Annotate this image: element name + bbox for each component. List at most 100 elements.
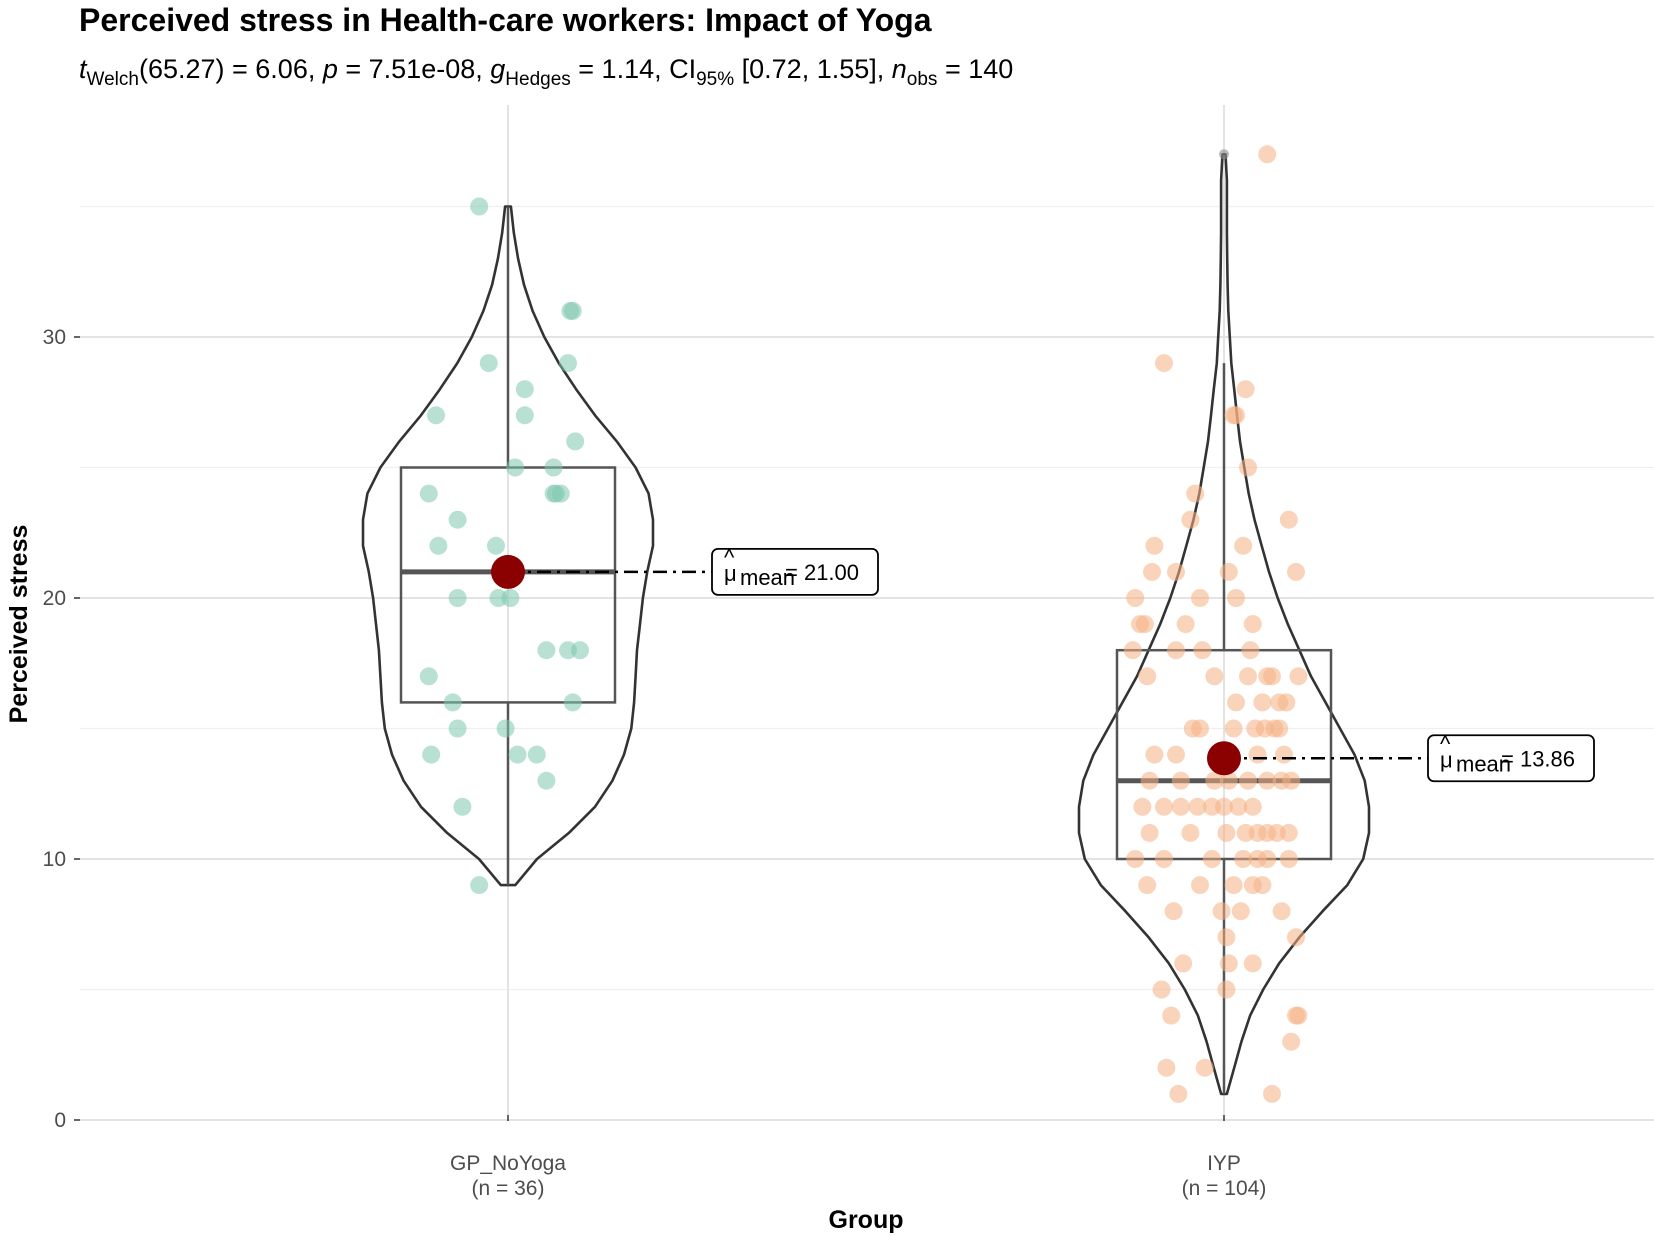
subtitle-g-value: = 1.14, CI bbox=[571, 54, 696, 84]
data-point bbox=[1279, 850, 1298, 868]
x-tick-count-label: (n = 36) bbox=[472, 1177, 545, 1200]
data-point bbox=[1253, 693, 1272, 712]
data-point bbox=[1219, 562, 1238, 581]
data-point bbox=[1234, 850, 1253, 868]
data-point bbox=[448, 510, 467, 529]
data-point bbox=[1195, 1058, 1214, 1077]
data-point bbox=[1263, 1084, 1281, 1103]
data-point bbox=[1176, 615, 1195, 634]
y-tick-label: 0 bbox=[54, 1109, 66, 1132]
data-point bbox=[1169, 1084, 1188, 1103]
data-point bbox=[1174, 954, 1193, 973]
x-tick-count-label: (n = 104) bbox=[1182, 1177, 1267, 1200]
data-point bbox=[448, 589, 467, 607]
data-point bbox=[1243, 954, 1262, 973]
data-point bbox=[1239, 771, 1257, 790]
data-point bbox=[1193, 641, 1212, 660]
data-point bbox=[1224, 719, 1243, 738]
data-point bbox=[427, 406, 445, 425]
data-point bbox=[1167, 745, 1185, 764]
x-tick-label: IYP bbox=[1207, 1152, 1241, 1175]
mean-point bbox=[1207, 741, 1241, 776]
data-point bbox=[479, 354, 498, 373]
data-point bbox=[561, 301, 580, 320]
subtitle-t-symbol: t bbox=[79, 54, 88, 84]
y-axis-title: Perceived stress bbox=[5, 525, 33, 724]
data-point bbox=[1282, 1032, 1301, 1051]
mean-hat-symbol: ^ bbox=[1440, 731, 1451, 756]
mean-label-box bbox=[711, 548, 879, 596]
data-point bbox=[1123, 641, 1142, 660]
subtitle-ci-value: [0.72, 1.55], bbox=[734, 54, 892, 84]
data-point bbox=[1243, 797, 1262, 816]
data-point bbox=[1145, 745, 1164, 764]
data-point bbox=[1239, 667, 1257, 686]
mean-subscript: mean bbox=[1456, 751, 1511, 776]
subtitle-t-sub: Welch bbox=[87, 69, 139, 90]
data-point bbox=[506, 458, 525, 477]
data-point bbox=[537, 771, 556, 790]
data-point bbox=[487, 536, 505, 555]
data-point bbox=[1212, 902, 1231, 921]
data-point bbox=[566, 432, 585, 451]
data-point bbox=[1287, 562, 1305, 581]
x-tick-label: GP_NoYoga bbox=[450, 1152, 566, 1175]
data-point bbox=[1155, 354, 1173, 373]
data-point bbox=[1133, 797, 1152, 816]
outlier-point bbox=[1219, 149, 1229, 160]
data-point bbox=[1253, 876, 1272, 895]
data-point bbox=[1243, 615, 1262, 634]
x-axis-title: Group bbox=[829, 1206, 904, 1234]
data-point bbox=[1181, 510, 1200, 529]
data-point bbox=[1205, 771, 1224, 790]
data-point bbox=[1203, 850, 1221, 868]
data-point bbox=[1167, 641, 1185, 660]
data-point bbox=[1138, 876, 1157, 895]
data-point bbox=[1140, 823, 1159, 842]
data-point bbox=[1155, 850, 1173, 868]
data-point bbox=[1239, 458, 1257, 477]
data-point bbox=[1171, 771, 1190, 790]
data-point bbox=[1289, 1006, 1308, 1025]
data-point bbox=[419, 667, 438, 686]
data-point bbox=[1181, 823, 1200, 842]
data-point bbox=[1191, 589, 1209, 607]
data-point bbox=[1258, 145, 1277, 164]
data-point bbox=[515, 380, 534, 399]
y-tick-label: 20 bbox=[43, 587, 66, 610]
data-point bbox=[1152, 980, 1171, 999]
data-point bbox=[544, 458, 563, 477]
subtitle-t-value: (65.27) = 6.06, bbox=[139, 54, 323, 84]
data-point bbox=[1258, 850, 1277, 868]
data-point bbox=[563, 693, 582, 712]
data-point bbox=[422, 745, 441, 764]
data-point bbox=[1191, 719, 1209, 738]
data-point bbox=[1215, 797, 1233, 816]
subtitle-p-value: = 7.51e-08, bbox=[338, 54, 490, 84]
data-point bbox=[1263, 667, 1281, 686]
mean-mu-symbol: μ bbox=[724, 561, 737, 586]
data-point bbox=[1227, 693, 1245, 712]
data-point bbox=[1155, 797, 1173, 816]
subtitle-n-symbol: n bbox=[892, 54, 907, 84]
data-point bbox=[515, 406, 534, 425]
data-point bbox=[1191, 876, 1209, 895]
data-point bbox=[453, 797, 472, 816]
data-point bbox=[443, 693, 462, 712]
y-tick-label: 10 bbox=[43, 848, 66, 871]
data-point bbox=[1248, 745, 1267, 764]
subtitle-g-symbol: g bbox=[490, 54, 505, 84]
data-point bbox=[1171, 797, 1190, 816]
data-point bbox=[1205, 667, 1224, 686]
data-point bbox=[496, 719, 515, 738]
mean-subscript: mean bbox=[740, 565, 795, 590]
data-point bbox=[1258, 771, 1277, 790]
data-point bbox=[1167, 562, 1185, 581]
data-point bbox=[1217, 823, 1236, 842]
data-point bbox=[1231, 902, 1250, 921]
data-point bbox=[508, 745, 527, 764]
data-point bbox=[419, 484, 438, 503]
data-point bbox=[1145, 536, 1164, 555]
data-point bbox=[1241, 641, 1260, 660]
